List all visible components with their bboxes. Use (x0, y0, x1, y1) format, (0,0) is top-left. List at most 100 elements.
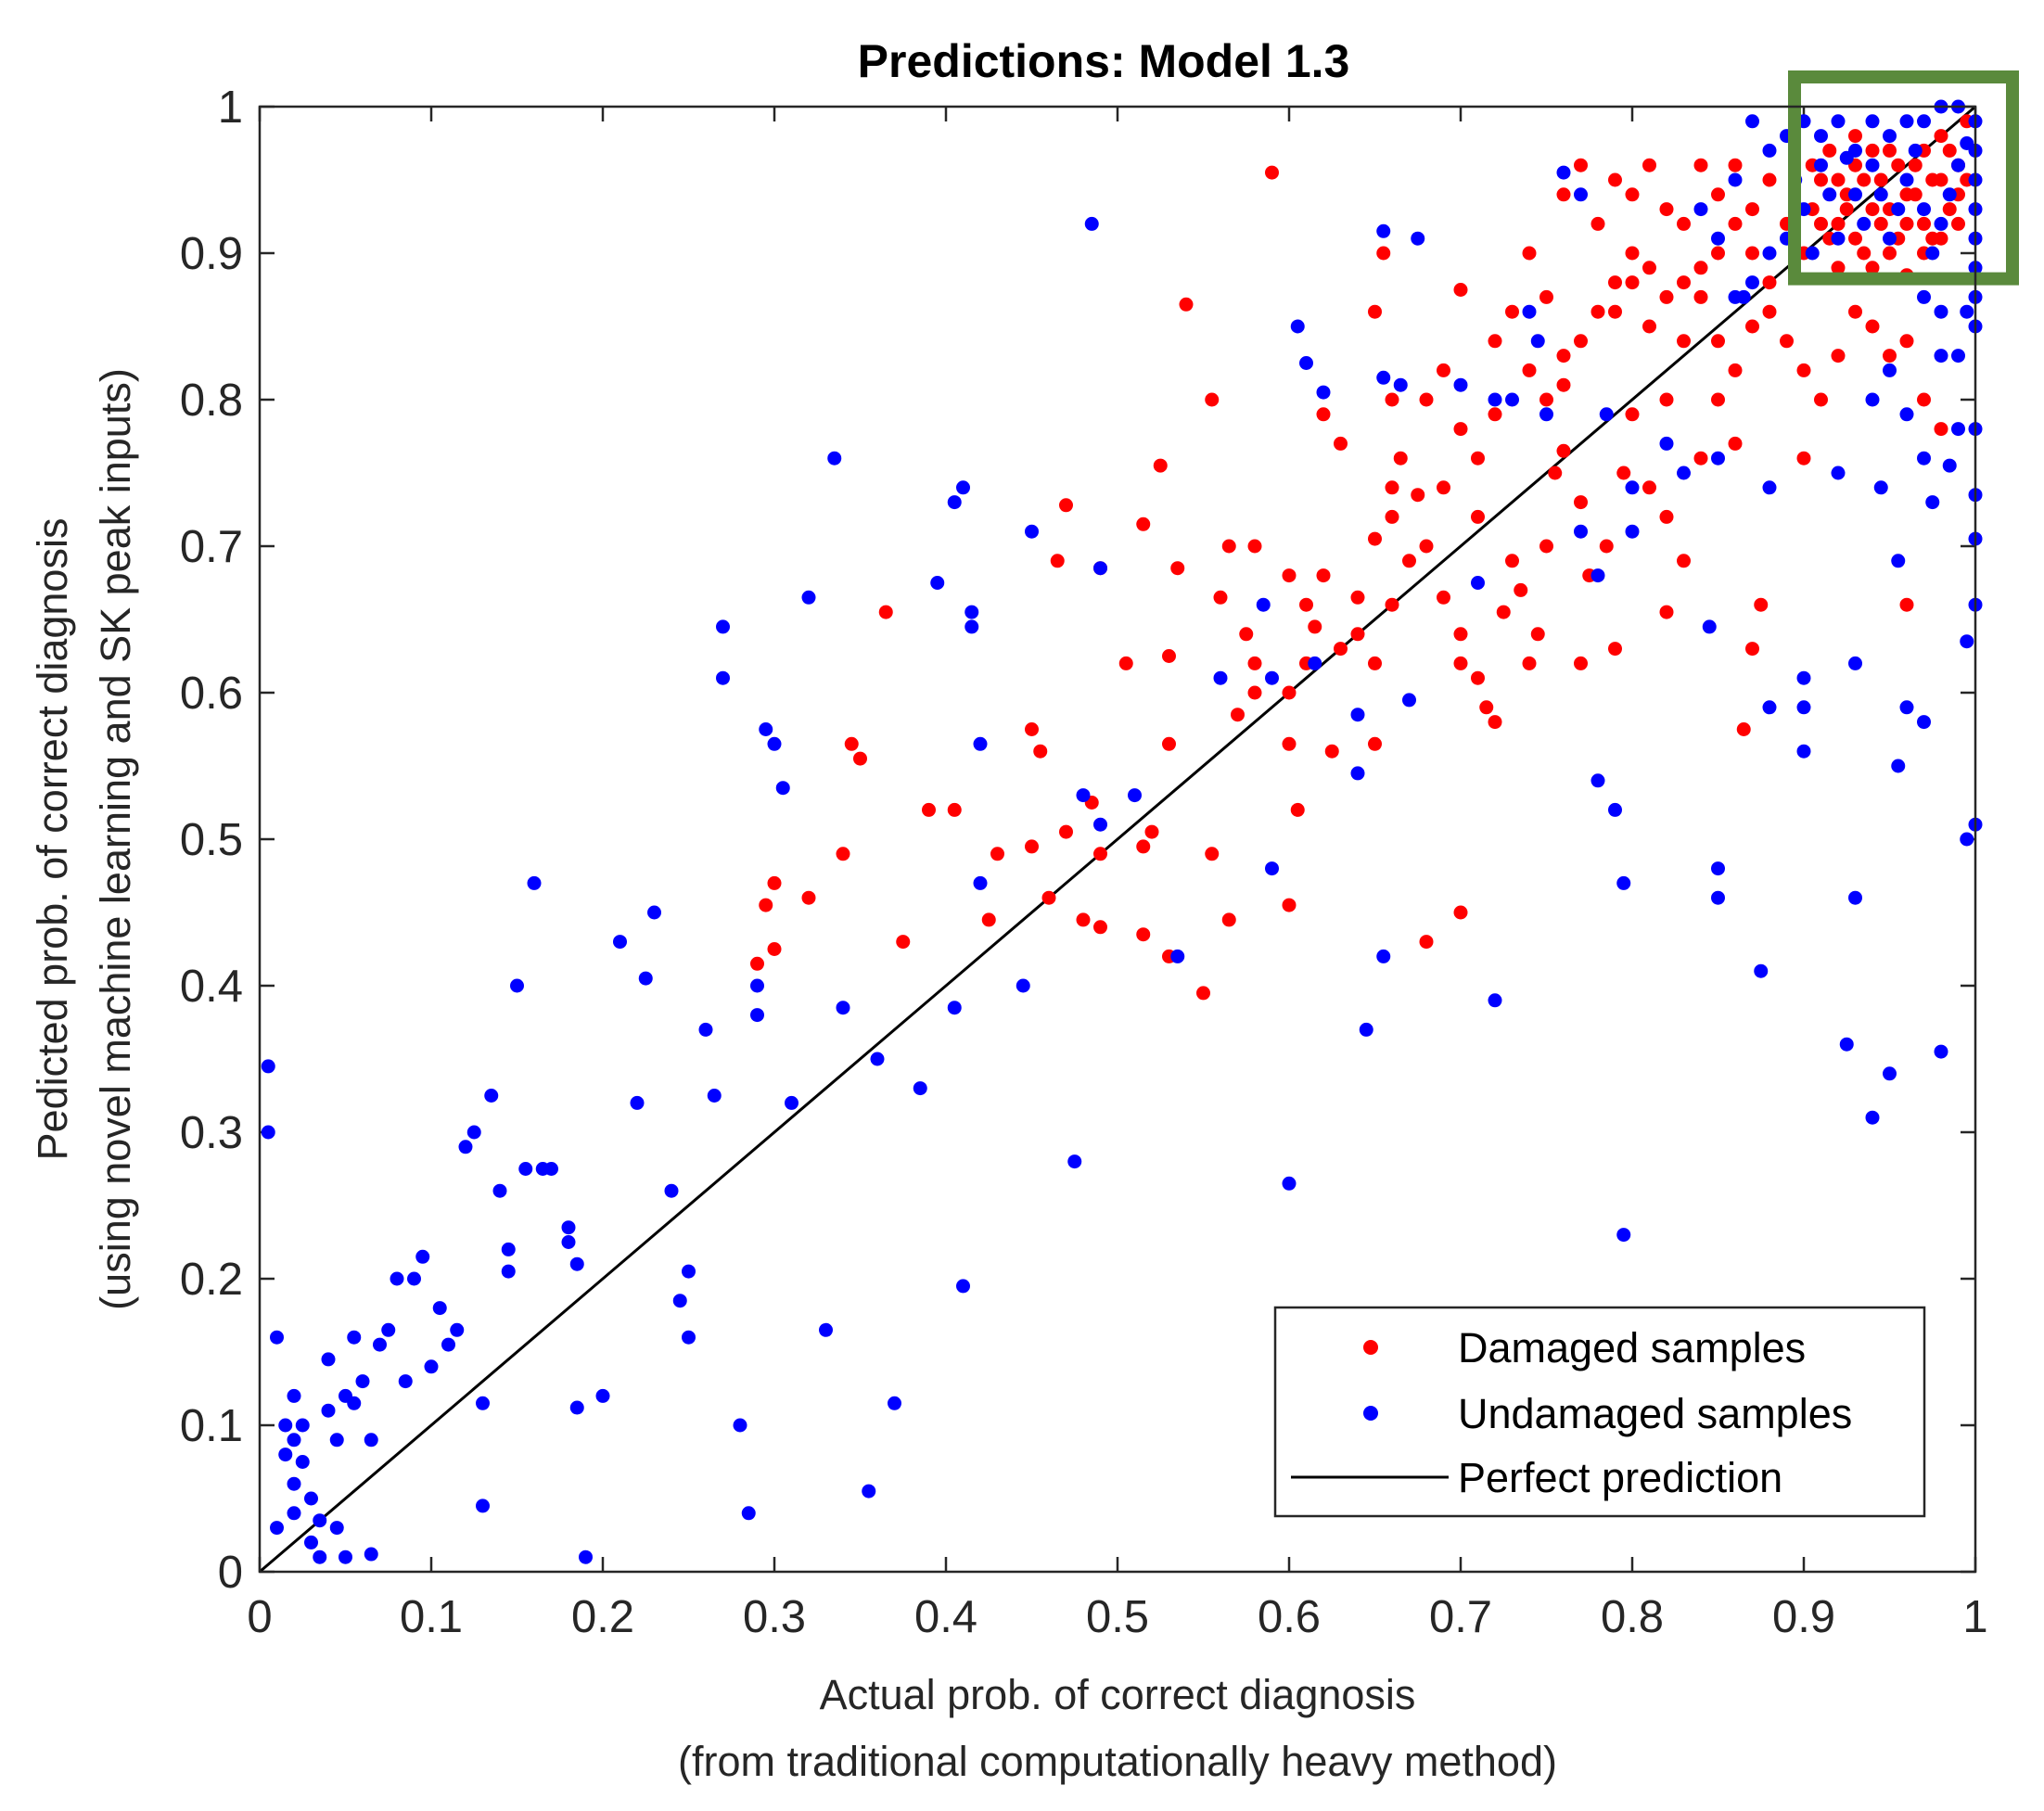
undamaged-point (613, 935, 627, 950)
damaged-point (1471, 451, 1485, 466)
damaged-point (1848, 231, 1862, 246)
damaged-point (1453, 283, 1468, 297)
damaged-point (1848, 129, 1862, 144)
damaged-point (1831, 349, 1846, 363)
undamaged-point (1839, 1037, 1854, 1052)
damaged-point (1556, 349, 1571, 363)
damaged-point (1376, 246, 1391, 261)
undamaged-point (1625, 524, 1640, 539)
damaged-point (1711, 334, 1725, 349)
damaged-point (1505, 304, 1519, 319)
damaged-point (1196, 986, 1210, 1001)
undamaged-point (870, 1052, 885, 1066)
damaged-point (1711, 187, 1725, 202)
damaged-point (1745, 642, 1759, 657)
undamaged-point (733, 1418, 747, 1433)
damaged-point (1891, 158, 1906, 172)
undamaged-point (1574, 187, 1588, 202)
y-tick-label: 0.6 (180, 669, 243, 719)
damaged-point (1453, 627, 1468, 642)
damaged-point (1514, 582, 1528, 597)
damaged-point (1368, 304, 1382, 319)
damaged-point (1419, 392, 1434, 407)
undamaged-point (287, 1476, 301, 1491)
perfect-prediction-line (259, 105, 1976, 1574)
undamaged-point (364, 1547, 378, 1562)
undamaged-point (484, 1089, 499, 1103)
undamaged-point (1934, 216, 1948, 231)
damaged-point (1908, 158, 1923, 172)
undamaged-point (1265, 861, 1279, 876)
damaged-point (1136, 839, 1151, 854)
undamaged-point (1308, 656, 1322, 670)
damaged-point (1728, 436, 1743, 451)
undamaged-point (1934, 1044, 1948, 1059)
damaged-point (1539, 392, 1553, 407)
undamaged-point (1883, 129, 1897, 144)
undamaged-point (1917, 451, 1931, 466)
undamaged-point (1865, 392, 1880, 407)
undamaged-point (1951, 349, 1965, 363)
damaged-point (1865, 143, 1880, 158)
undamaged-point (827, 451, 842, 466)
undamaged-point (261, 1059, 275, 1074)
damaged-point (1471, 670, 1485, 685)
undamaged-point (1960, 634, 1974, 649)
damaged-point (1411, 488, 1425, 503)
undamaged-point (287, 1433, 301, 1448)
y-tick-label: 0 (218, 1548, 243, 1598)
axis-tick-labels: 0 0.1 0.2 0.3 0.4 0.5 0.6 0.7 0.8 0.9 1 0 0.1 0.2 0.3 0… (180, 83, 1988, 1642)
damaged-point (1453, 656, 1468, 670)
undamaged-point (1796, 744, 1811, 759)
plot-frame (258, 105, 1977, 1574)
y-tick-label: 0.7 (180, 522, 243, 572)
undamaged-point (767, 736, 782, 751)
damaged-point (1616, 466, 1631, 480)
damaged-point (1934, 422, 1948, 437)
undamaged-point (750, 978, 764, 993)
damaged-point (1093, 847, 1107, 861)
damaged-point (1796, 451, 1811, 466)
undamaged-point (682, 1264, 696, 1279)
undamaged-point (716, 619, 730, 634)
damaged-point (1059, 498, 1073, 513)
undamaged-point (1016, 978, 1030, 993)
damaged-point (1153, 458, 1168, 473)
undamaged-point (1865, 114, 1880, 129)
undamaged-point (1960, 136, 1974, 150)
y-tick-label: 1 (218, 83, 243, 133)
damaged-point (1316, 407, 1331, 422)
damaged-point (836, 847, 850, 861)
undamaged-point (1839, 150, 1854, 165)
damaged-point (801, 890, 816, 905)
damaged-point (759, 898, 773, 912)
damaged-point (1934, 129, 1948, 144)
undamaged-point (647, 905, 661, 920)
damaged-point (1334, 642, 1348, 657)
undamaged-point (698, 1022, 713, 1037)
undamaged-point (1831, 231, 1846, 246)
undamaged-point (501, 1264, 516, 1279)
y-tick-label: 0.3 (180, 1108, 243, 1158)
undamaged-point (261, 1125, 275, 1140)
undamaged-point (1960, 832, 1974, 847)
undamaged-point (1359, 1022, 1373, 1037)
x-tick-label: 0.3 (743, 1592, 806, 1642)
damaged-point (1590, 216, 1605, 231)
damaged-point (1385, 597, 1399, 612)
damaged-point (1385, 480, 1399, 495)
damaged-point (1144, 824, 1159, 839)
damaged-point (1857, 246, 1872, 261)
undamaged-point (1848, 656, 1862, 670)
undamaged-point (476, 1499, 490, 1513)
undamaged-point (759, 722, 773, 736)
undamaged-point (466, 1125, 481, 1140)
undamaged-point (1213, 670, 1228, 685)
damaged-point (1385, 509, 1399, 524)
undamaged-point (329, 1521, 344, 1536)
damaged-point (1076, 912, 1091, 927)
undamaged-point (321, 1403, 336, 1418)
damaged-point (1162, 649, 1176, 663)
damaged-point (1762, 275, 1777, 290)
damaged-point (1942, 202, 1957, 217)
